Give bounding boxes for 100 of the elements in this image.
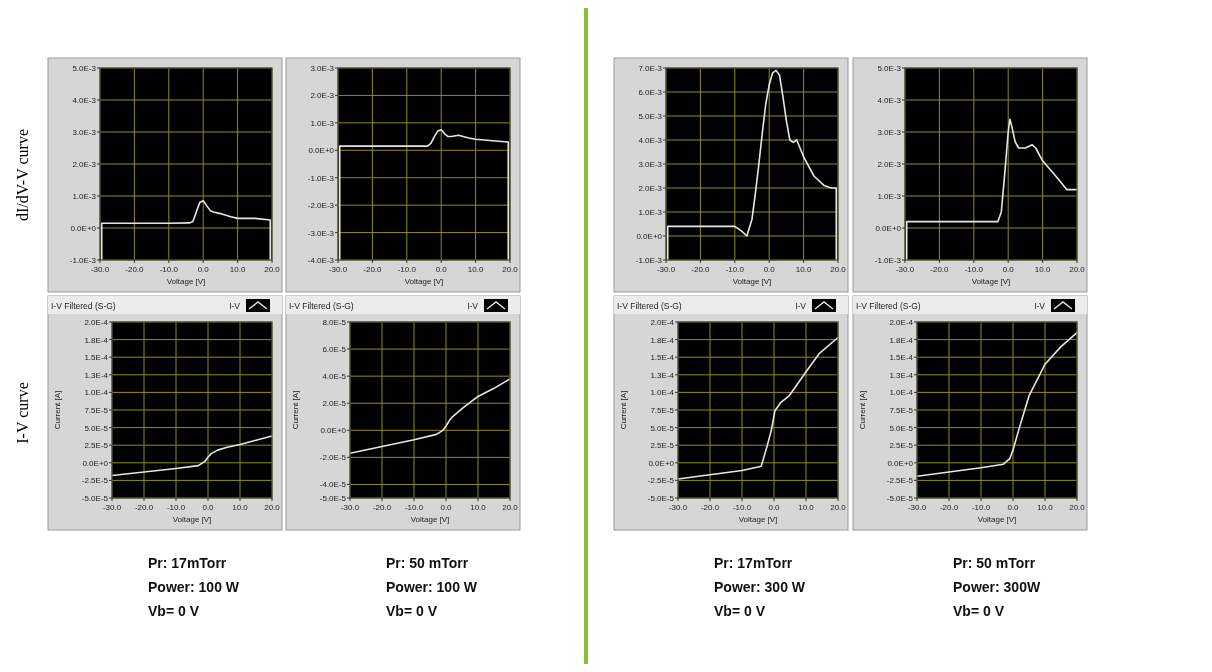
y-tick-label: -5.0E-5 bbox=[647, 494, 675, 503]
x-tick-label: -10.0 bbox=[166, 503, 186, 512]
y-tick-label: 1.8E-4 bbox=[889, 335, 914, 345]
x-tick-label: 20.0 bbox=[830, 265, 847, 274]
y-tick-label: 2.0E-3 bbox=[72, 160, 97, 169]
y-tick-label: 3.0E-3 bbox=[877, 128, 902, 137]
y-tick-label: -4.0E-5 bbox=[319, 480, 347, 490]
y-tick-label: 4.0E-3 bbox=[877, 96, 902, 105]
x-tick-label: -10.0 bbox=[971, 503, 991, 512]
text: Vb= 0 V bbox=[953, 603, 1005, 619]
x-tick-label: 10.0 bbox=[467, 265, 484, 274]
y-tick-label: 2.0E-4 bbox=[650, 318, 675, 327]
x-tick-label: 10.0 bbox=[1037, 503, 1054, 512]
y-tick-label: 3.0E-3 bbox=[310, 64, 335, 73]
text: Vb= 0 V bbox=[386, 603, 438, 619]
text: Power: 300 W bbox=[714, 579, 806, 595]
y-tick-label: -1.0E-3 bbox=[635, 256, 663, 265]
x-tick-label: -20.0 bbox=[372, 503, 392, 512]
chart-title: I-V Filtered (S-G) bbox=[51, 301, 116, 311]
y-tick-label: 1.0E-3 bbox=[638, 208, 663, 217]
x-tick-label: -10.0 bbox=[159, 265, 179, 274]
text: Pr: 50 mTorr bbox=[386, 555, 469, 571]
y-tick-label: 5.0E-5 bbox=[889, 423, 914, 433]
x-tick-label: 0.0 bbox=[768, 503, 781, 512]
x-tick-label: -10.0 bbox=[404, 503, 424, 512]
y-tick-label: -4.0E-3 bbox=[307, 256, 335, 265]
y-tick-label: 2.0E-3 bbox=[877, 160, 902, 169]
y-tick-label: 2.5E-5 bbox=[650, 441, 675, 451]
x-tick-label: -20.0 bbox=[930, 265, 950, 274]
x-tick-label: -20.0 bbox=[134, 503, 154, 512]
y-tick-label: 4.0E-3 bbox=[72, 96, 97, 105]
x-tick-label: -20.0 bbox=[939, 503, 959, 512]
y-tick-label: 6.0E-5 bbox=[322, 345, 347, 355]
y-tick-label: 0.0E+0 bbox=[320, 426, 347, 436]
y-tick-label: 6.0E-3 bbox=[638, 88, 663, 97]
x-tick-label: 0.0 bbox=[197, 265, 210, 274]
y-tick-label: 5.0E-3 bbox=[72, 64, 97, 73]
text: Power: 100 W bbox=[148, 579, 240, 595]
text: Vb= 0 V bbox=[714, 603, 766, 619]
x-tick-label: -30.0 bbox=[340, 503, 360, 512]
x-tick-label: -20.0 bbox=[363, 265, 383, 274]
text: Pr: 17mTorr bbox=[714, 555, 793, 571]
y-tick-label: 1.5E-4 bbox=[650, 353, 675, 363]
y-tick-label: 0.0E+0 bbox=[648, 458, 675, 468]
y-tick-label: 5.0E-5 bbox=[650, 423, 675, 433]
x-tick-label: 20.0 bbox=[264, 265, 281, 274]
x-tick-label: -10.0 bbox=[725, 265, 745, 274]
text: Vb= 0 V bbox=[148, 603, 200, 619]
y-tick-label: 0.0E+0 bbox=[875, 224, 902, 233]
text: Pr: 50 mTorr bbox=[953, 555, 1036, 571]
y-tick-label: 2.5E-5 bbox=[889, 441, 914, 451]
x-tick-label: 10.0 bbox=[1034, 265, 1051, 274]
y-tick-label: -5.0E-5 bbox=[81, 494, 109, 503]
y-tick-label: -2.0E-5 bbox=[319, 453, 347, 463]
text: Power: 100 W bbox=[386, 579, 478, 595]
x-tick-label: -10.0 bbox=[964, 265, 984, 274]
x-tick-label: 0.0 bbox=[202, 503, 215, 512]
y-tick-label: -1.0E-3 bbox=[307, 173, 335, 183]
x-axis-title: Voltage [V] bbox=[172, 515, 212, 524]
y-tick-label: 2.0E-4 bbox=[84, 318, 109, 327]
x-tick-label: -30.0 bbox=[895, 265, 915, 274]
x-tick-label: 0.0 bbox=[440, 503, 453, 512]
y-tick-label: 2.0E-3 bbox=[310, 91, 335, 101]
y-tick-label: 1.8E-4 bbox=[650, 335, 675, 345]
x-axis-title: Voltage [V] bbox=[410, 515, 450, 524]
x-tick-label: -30.0 bbox=[102, 503, 122, 512]
text: Power: 300W bbox=[953, 579, 1041, 595]
chart-title: I-V Filtered (S-G) bbox=[856, 301, 921, 311]
legend-label: I-V bbox=[1034, 301, 1046, 311]
x-tick-label: 0.0 bbox=[435, 265, 448, 274]
x-tick-label: 10.0 bbox=[795, 265, 812, 274]
y-tick-label: 4.0E-5 bbox=[322, 372, 347, 382]
y-tick-label: -5.0E-5 bbox=[319, 494, 347, 503]
x-tick-label: 10.0 bbox=[798, 503, 815, 512]
x-tick-label: -20.0 bbox=[691, 265, 711, 274]
y-tick-label: 1.0E-3 bbox=[72, 192, 97, 201]
x-tick-label: 20.0 bbox=[1069, 265, 1086, 274]
y-tick-label: 2.5E-5 bbox=[84, 441, 109, 451]
y-tick-label: -5.0E-5 bbox=[886, 494, 914, 503]
x-tick-label: 0.0 bbox=[1007, 503, 1020, 512]
x-tick-label: -30.0 bbox=[656, 265, 676, 274]
x-axis-title: Voltage [V] bbox=[404, 277, 444, 286]
y-tick-label: 0.0E+0 bbox=[636, 232, 663, 241]
x-tick-label: -10.0 bbox=[397, 265, 417, 274]
y-axis-title: Current [A] bbox=[291, 390, 300, 430]
y-tick-label: -2.5E-5 bbox=[886, 476, 914, 486]
x-tick-label: 20.0 bbox=[502, 503, 519, 512]
y-axis-title: Current [A] bbox=[858, 390, 867, 430]
line-series bbox=[916, 331, 1078, 477]
y-tick-label: -2.5E-5 bbox=[647, 476, 675, 486]
y-tick-label: -2.5E-5 bbox=[81, 476, 109, 486]
y-tick-label: 1.3E-4 bbox=[650, 370, 675, 380]
y-tick-label: 1.8E-4 bbox=[84, 335, 109, 345]
x-tick-label: 10.0 bbox=[229, 265, 246, 274]
x-axis-title: Voltage [V] bbox=[971, 277, 1011, 286]
x-tick-label: -10.0 bbox=[732, 503, 752, 512]
x-tick-label: 10.0 bbox=[470, 503, 487, 512]
line-series bbox=[677, 336, 839, 480]
y-tick-label: 1.3E-4 bbox=[84, 370, 109, 380]
y-tick-label: 5.0E-3 bbox=[877, 64, 902, 73]
